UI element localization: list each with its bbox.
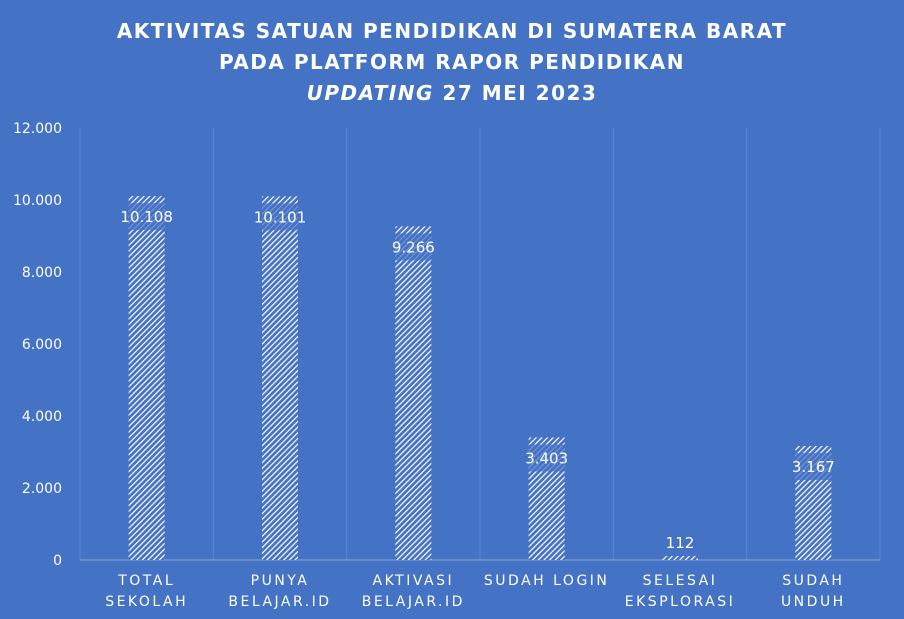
bar [262,196,298,560]
x-tick-label: PUNYA [251,573,310,589]
chart-title-line-3: UPDATING 27 MEI 2023 [0,78,904,109]
bar [662,555,698,560]
data-label-background [528,444,565,472]
chart-title-updating: UPDATING [306,81,434,105]
data-label-background [128,203,165,231]
data-label: 112 [666,534,695,552]
data-label-background [262,203,298,231]
y-tick-label: 12.000 [13,121,62,137]
y-tick-label: 4.000 [22,409,62,425]
chart-title: AKTIVITAS SATUAN PENDIDIKAN DI SUMATERA … [0,16,904,109]
data-label-background [795,452,832,480]
y-tick-label: 6.000 [22,337,62,353]
data-label-background [395,233,432,261]
y-tick-label: 8.000 [22,265,62,281]
x-tick-label: TOTAL [117,573,175,589]
x-tick-label: SUDAH [782,573,844,589]
bar [395,226,432,560]
bar [128,196,165,560]
data-label: 3.167 [792,458,835,476]
data-label: 3.403 [525,449,568,467]
x-tick-label: SUDAH LOGIN [484,573,610,589]
chart-title-date: 27 MEI 2023 [433,81,598,105]
chart-title-line-1: AKTIVITAS SATUAN PENDIDIKAN DI SUMATERA … [116,19,788,43]
y-tick-label: 0 [53,553,62,569]
data-label: 10.101 [254,208,307,226]
x-tick-label: BELAJAR.ID [362,594,465,610]
x-tick-label: AKTIVASI [373,573,455,589]
data-label: 10.108 [120,208,173,226]
x-tick-label: SEKOLAH [105,594,188,610]
x-tick-label: EKSPLORASI [625,594,735,610]
x-tick-label: SELESAI [643,573,718,589]
chart-title-line-2: PADA PLATFORM RAPOR PENDIDIKAN [218,50,685,74]
data-label: 9.266 [392,238,435,256]
y-tick-label: 10.000 [13,193,62,209]
x-tick-label: BELAJAR.ID [228,594,331,610]
y-tick-label: 2.000 [22,481,62,497]
x-tick-label: UNDUH [781,594,846,610]
